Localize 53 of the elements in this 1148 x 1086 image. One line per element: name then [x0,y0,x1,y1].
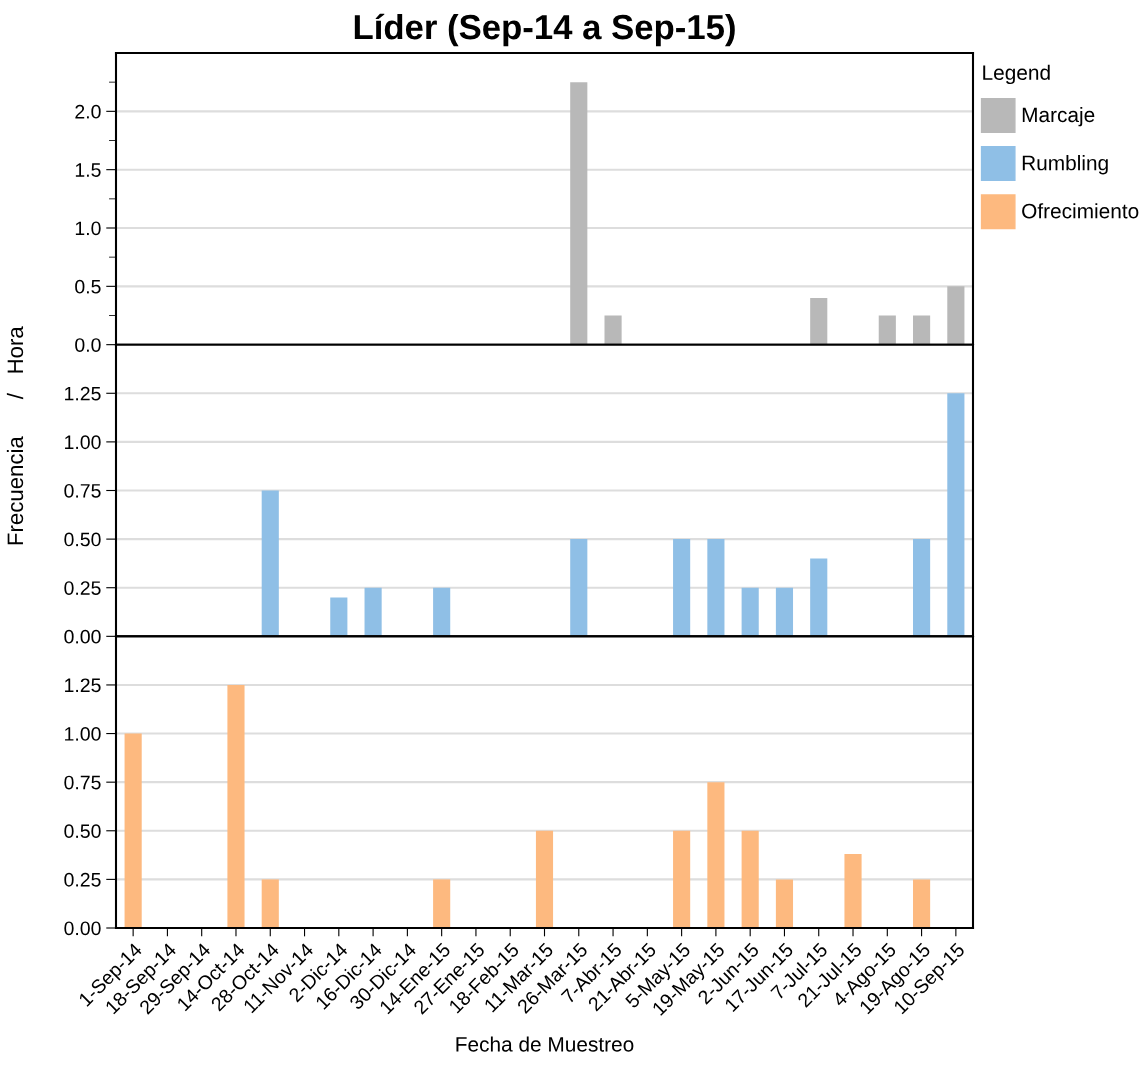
bar [775,587,794,637]
bar [604,315,622,345]
bar [810,298,828,345]
bar [810,558,828,637]
bar [570,82,588,345]
bar [741,587,759,637]
y-tick-label: 0.00 [64,921,101,936]
y-tick-label: 0.25 [64,581,101,595]
y-tick-label: 0.75 [64,775,101,790]
bar [947,286,965,345]
legend-label: Ofrecimiento [1022,203,1139,219]
y-tick-label: 1.0 [75,221,101,236]
bar [913,539,931,637]
bar [947,393,965,637]
bar [433,587,451,637]
x-axis-title: Fecha de Muestreo [456,1036,634,1052]
bar [261,490,279,637]
y-tick-label: 1.25 [65,678,101,693]
legend-label: Marcaje [1022,106,1095,127]
bar [878,315,896,345]
legend-title: Legend [983,64,1050,85]
bar [673,539,691,637]
y-tick-label: 0.50 [64,532,101,547]
y-tick-label: 1.00 [65,435,101,450]
y-tick-label: 1.00 [65,727,101,741]
bar [364,587,382,637]
legend-label: Rumbling [1022,155,1108,175]
bar [775,879,794,928]
y-tick-label: 0.50 [64,824,101,839]
bar [673,830,691,928]
bar [330,597,348,637]
bar [913,879,931,928]
y-tick-label: 0.00 [64,629,101,644]
bar [707,782,725,928]
bar [570,539,588,637]
y-tick-label: 0.5 [75,279,101,294]
bar [227,684,245,928]
bar [261,879,279,928]
bar [913,315,931,345]
bar [707,539,725,637]
y-tick-label: 0.0 [75,338,101,352]
bar [124,733,142,928]
bar [535,830,554,928]
bar [433,879,451,928]
y-axis-title: Frecuencia / Hora [6,326,24,545]
bar [741,830,759,928]
y-tick-label: 1.25 [65,386,101,401]
bar [844,854,862,928]
chart-title: Líder (Sep-14 a Sep-15) [354,13,735,47]
y-tick-label: 1.5 [75,163,101,177]
y-tick-label: 0.25 [64,872,101,887]
y-tick-label: 0.75 [64,483,101,498]
y-tick-label: 2.0 [75,104,101,119]
